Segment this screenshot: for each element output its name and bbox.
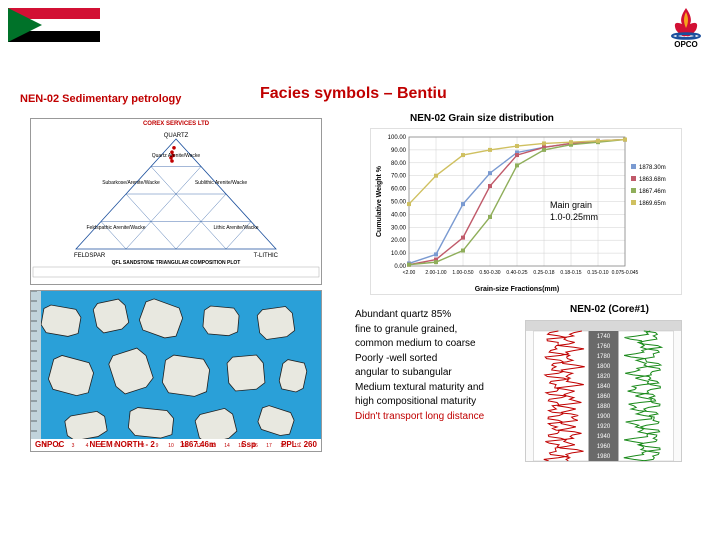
grain-size-chart: 0.0010.0020.0030.0040.0050.0060.0070.008… <box>370 128 682 295</box>
svg-text:1869.65m: 1869.65m <box>639 201 666 207</box>
svg-text:1878.30m: 1878.30m <box>639 165 666 171</box>
svg-text:20.00: 20.00 <box>391 238 407 244</box>
main-title: Facies symbols – Bentiu <box>260 85 447 103</box>
svg-text:90.00: 90.00 <box>391 148 407 154</box>
svg-text:1940: 1940 <box>597 434 611 440</box>
ternary-canvas: QUARTZ FELDSPAR T-LITHIC Quartz Arenite/Wac… <box>31 129 321 279</box>
svg-text:0.40-0.25: 0.40-0.25 <box>506 270 527 276</box>
ts-footer-well: NEEM NORTH - 2 <box>90 440 155 449</box>
svg-text:1920: 1920 <box>597 424 611 430</box>
desc-line: angular to subangular <box>355 366 484 381</box>
svg-text:QFL SANDSTONE TRIANGULAR COMPO: QFL SANDSTONE TRIANGULAR COMPOSITION PLO… <box>112 260 241 266</box>
thin-section-image: 12345678910111213141516171819 GNPOC NEEM… <box>30 290 322 452</box>
chart-annotation: Main grain 1.0-0.25mm <box>550 200 598 223</box>
svg-text:0.25-0.18: 0.25-0.18 <box>533 270 554 276</box>
svg-text:1860: 1860 <box>597 394 611 400</box>
ts-footer-ssp: Ssp <box>241 440 256 449</box>
svg-text:70.00: 70.00 <box>391 174 407 180</box>
chart-title: NEN-02 Grain size distribution <box>410 113 554 124</box>
svg-text:0.18-0.15: 0.18-0.15 <box>560 270 581 276</box>
svg-text:Subarkose/Arenite/Wacke: Subarkose/Arenite/Wacke <box>102 180 160 186</box>
left-title: NEN-02 Sedimentary petrology <box>20 93 181 105</box>
svg-text:T-LITHIC: T-LITHIC <box>254 253 279 259</box>
thin-section-footer: GNPOC NEEM NORTH - 2 1867.46m Ssp PPL : … <box>31 438 321 451</box>
note-line1: Main grain <box>550 200 592 210</box>
svg-text:<2.00: <2.00 <box>403 270 416 276</box>
svg-text:QUARTZ: QUARTZ <box>164 133 189 139</box>
svg-text:FELDSPAR: FELDSPAR <box>74 253 106 259</box>
svg-text:0.075-0.045: 0.075-0.045 <box>612 270 639 276</box>
ts-footer-ppl: PPL : 260 <box>281 440 317 449</box>
svg-text:1820: 1820 <box>597 374 611 380</box>
flame-icon <box>664 6 708 40</box>
ternary-plot: COREX SERVICES LTD QUARTZ FELDSPAR T-LITHI… <box>30 118 322 285</box>
svg-text:0.50-0.30: 0.50-0.30 <box>479 270 500 276</box>
ts-footer-depth: 1867.46m <box>180 440 216 449</box>
desc-line: fine to granule grained, <box>355 323 484 338</box>
desc-line: Medium textural maturity and <box>355 381 484 396</box>
core-log-title: NEN-02 (Core#1) <box>570 304 649 315</box>
note-line2: 1.0-0.25mm <box>550 212 598 222</box>
svg-text:1900: 1900 <box>597 414 611 420</box>
svg-text:1760: 1760 <box>597 344 611 350</box>
svg-text:0.15-0.10: 0.15-0.10 <box>587 270 608 276</box>
svg-text:Cumulative Weight %: Cumulative Weight % <box>376 165 383 237</box>
svg-text:1960: 1960 <box>597 444 611 450</box>
description-block: Abundant quartz 85%fine to granule grain… <box>355 308 484 424</box>
svg-text:50.00: 50.00 <box>391 200 407 206</box>
svg-text:1800: 1800 <box>597 364 611 370</box>
svg-text:10.00: 10.00 <box>391 251 407 257</box>
desc-red-line: Didn't transport long distance <box>355 410 484 425</box>
flag-triangle <box>8 8 42 42</box>
logo-text: OPCO <box>664 40 708 49</box>
svg-text:Quartz Arenite/Wacke: Quartz Arenite/Wacke <box>152 153 201 159</box>
svg-text:1780: 1780 <box>597 354 611 360</box>
svg-text:1880: 1880 <box>597 404 611 410</box>
desc-line: Poorly -well sorted <box>355 352 484 367</box>
svg-text:40.00: 40.00 <box>391 212 407 218</box>
svg-text:60.00: 60.00 <box>391 187 407 193</box>
svg-text:1.00-0.50: 1.00-0.50 <box>452 270 473 276</box>
svg-text:80.00: 80.00 <box>391 161 407 167</box>
desc-line: high compositional maturity <box>355 395 484 410</box>
core-log: 1740 1760 1780 1800 1820 1840 1860 1880 1900 1920… <box>525 320 682 462</box>
svg-text:1980: 1980 <box>597 454 611 460</box>
desc-line: Abundant quartz 85% <box>355 308 484 323</box>
svg-text:Lithic Arenite/Wacke: Lithic Arenite/Wacke <box>213 225 258 231</box>
svg-text:30.00: 30.00 <box>391 225 407 231</box>
flag-sudan <box>8 8 100 42</box>
svg-text:Grain-size Fractions(mm): Grain-size Fractions(mm) <box>475 286 559 293</box>
svg-text:1863.68m: 1863.68m <box>639 177 666 183</box>
svg-text:Sublithic Arenite/Wacke: Sublithic Arenite/Wacke <box>195 180 248 186</box>
svg-text:Feldspathic Arenite/Wacke: Feldspathic Arenite/Wacke <box>86 225 145 231</box>
ternary-header: COREX SERVICES LTD <box>31 119 321 129</box>
svg-text:1840: 1840 <box>597 384 611 390</box>
desc-line: common medium to coarse <box>355 337 484 352</box>
svg-text:2.00-1.00: 2.00-1.00 <box>425 270 446 276</box>
svg-text:1867.46m: 1867.46m <box>639 189 666 195</box>
company-logo: OPCO <box>664 6 708 49</box>
svg-text:1740: 1740 <box>597 334 611 340</box>
svg-text:100.00: 100.00 <box>388 135 407 141</box>
ts-footer-gnpoc: GNPOC <box>35 440 64 449</box>
